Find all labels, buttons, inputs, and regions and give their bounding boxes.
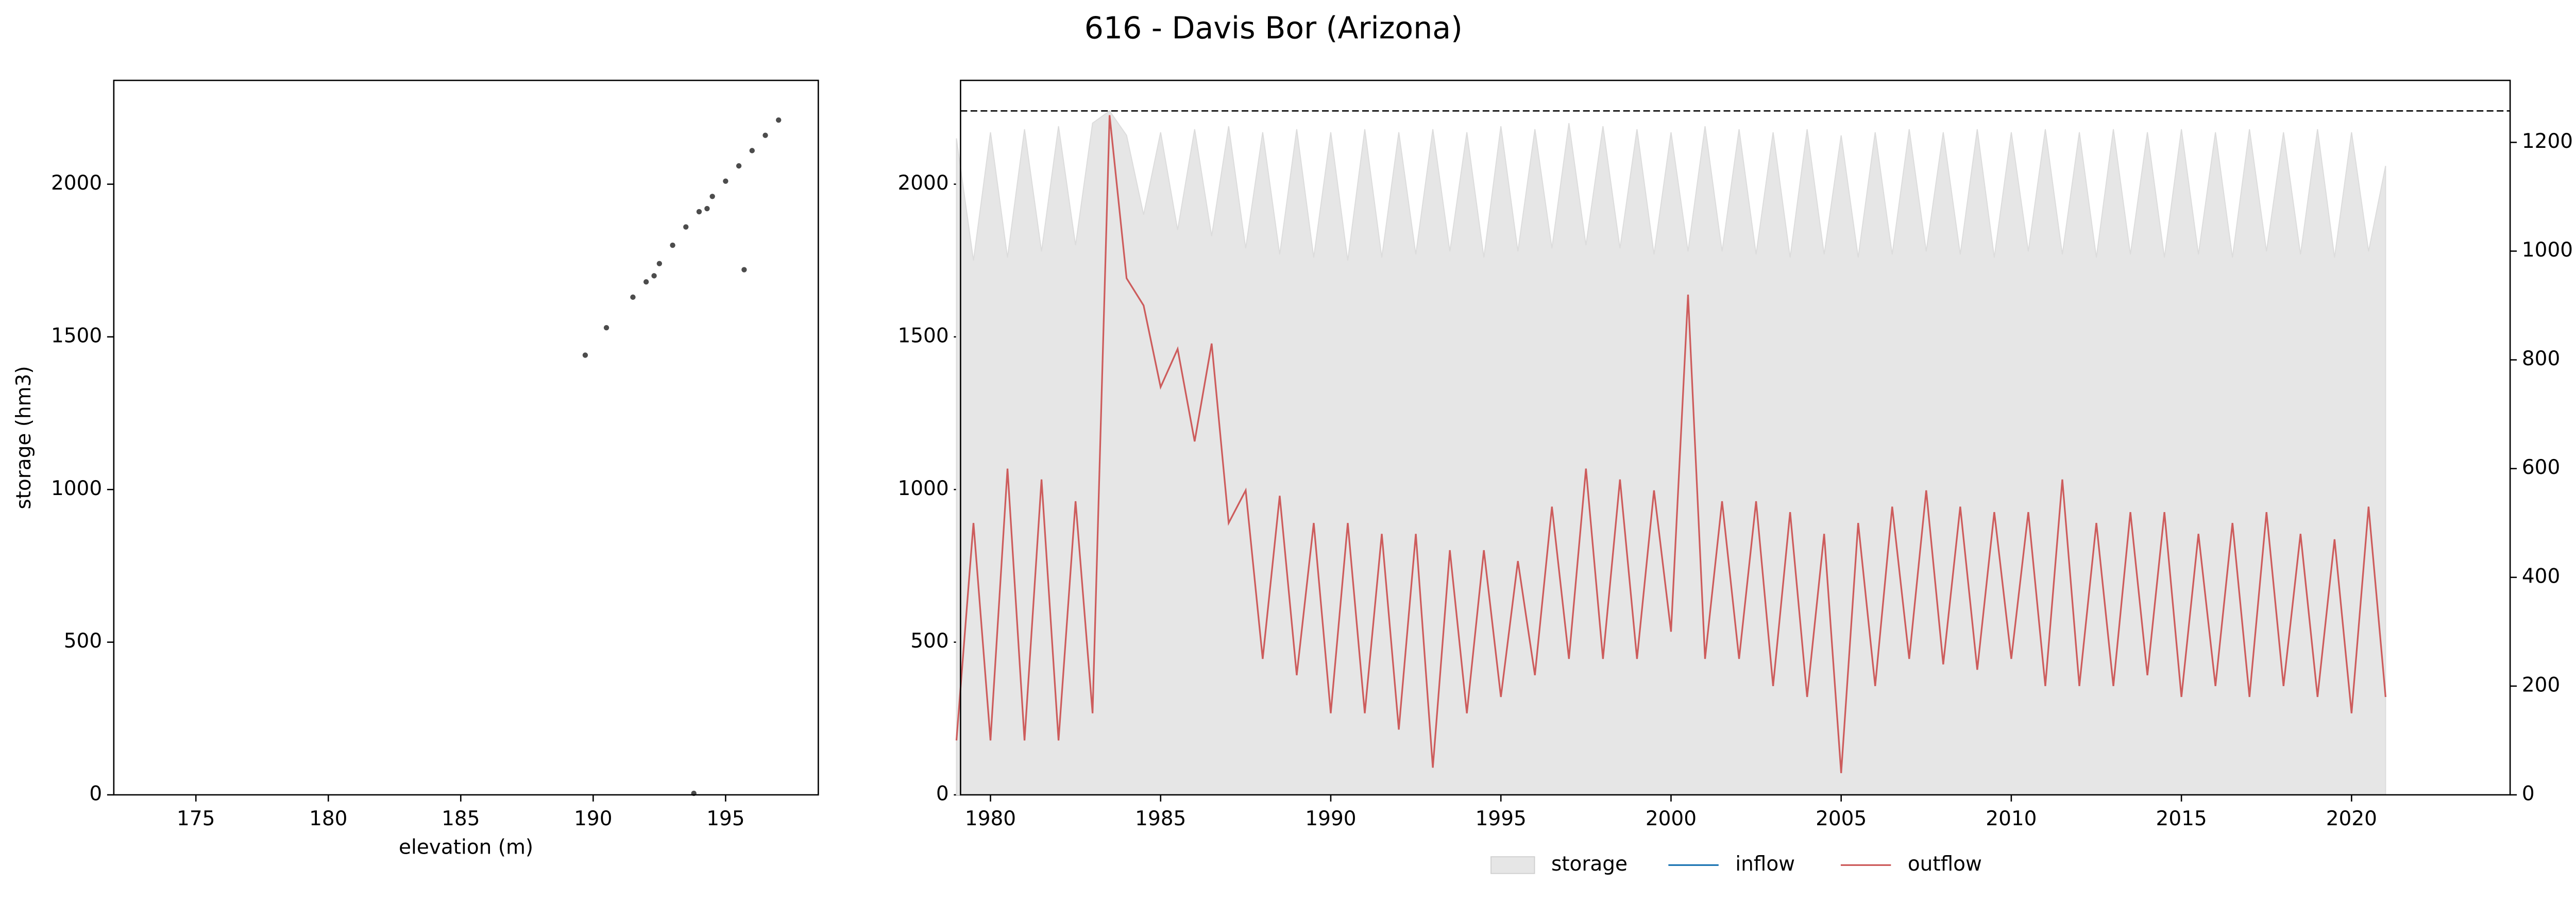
point: [762, 132, 768, 138]
legend-label: inflow: [1735, 853, 1795, 876]
y2-tick-label: 400: [2522, 565, 2560, 588]
x-tick-label: 2005: [1816, 807, 1867, 830]
point: [749, 148, 755, 154]
legend-label: storage: [1551, 853, 1628, 876]
x-tick-label: 1985: [1135, 807, 1186, 830]
x-tick-label: 2010: [1986, 807, 2037, 830]
y-axis-label: storage (hm3): [12, 366, 36, 509]
point: [656, 261, 663, 266]
point: [696, 209, 702, 215]
y-tick-label: 500: [910, 629, 948, 653]
point: [776, 117, 782, 123]
x-tick-label: 195: [706, 807, 744, 830]
y-tick-label: 500: [64, 629, 102, 653]
x-tick-label: 185: [442, 807, 480, 830]
point: [603, 325, 609, 331]
x-tick-label: 180: [309, 807, 347, 830]
x-axis-label: elevation (m): [399, 836, 533, 859]
point: [683, 224, 689, 230]
y-tick-label: 1000: [51, 477, 102, 500]
x-tick-label: 190: [574, 807, 612, 830]
y2-tick-label: 1000: [2522, 239, 2573, 262]
y-tick-label: 1500: [51, 324, 102, 347]
y-tick-label: 2000: [897, 172, 948, 195]
x-tick-label: 1995: [1476, 807, 1527, 830]
x-tick-label: 2000: [1646, 807, 1697, 830]
point: [736, 163, 742, 169]
y-tick-label: 2000: [51, 172, 102, 195]
y2-tick-label: 800: [2522, 347, 2560, 370]
y2-tick-label: 600: [2522, 456, 2560, 479]
x-tick-label: 2015: [2156, 807, 2207, 830]
point: [709, 194, 715, 199]
y2-tick-label: 200: [2522, 673, 2560, 696]
plot-frame: [113, 79, 819, 796]
point: [582, 352, 588, 358]
point: [704, 206, 710, 212]
x-tick-label: 1990: [1305, 807, 1356, 830]
point: [643, 279, 649, 285]
y-tick-label: 1500: [897, 324, 948, 347]
point: [670, 242, 675, 248]
y2-tick-label: 1200: [2522, 130, 2573, 153]
storage-area: [956, 110, 2386, 795]
flow-line: [955, 115, 2387, 773]
x-tick-label: 175: [177, 807, 215, 830]
x-tick-label: 2020: [2326, 807, 2377, 830]
point: [723, 178, 728, 184]
point: [651, 273, 657, 279]
y-tick-label: 0: [936, 782, 949, 805]
figure-title: 616 - Davis Bor (Arizona): [1084, 11, 1463, 46]
y-tick-label: 0: [89, 782, 102, 805]
x-tick-label: 1980: [965, 807, 1016, 830]
y-tick-label: 1000: [897, 477, 948, 500]
plot-frame: [960, 79, 2511, 796]
legend-swatch: [1490, 856, 1535, 874]
legend-label: outflow: [1908, 853, 1982, 876]
point: [630, 294, 636, 300]
y2-tick-label: 0: [2522, 782, 2535, 805]
point: [741, 267, 747, 273]
